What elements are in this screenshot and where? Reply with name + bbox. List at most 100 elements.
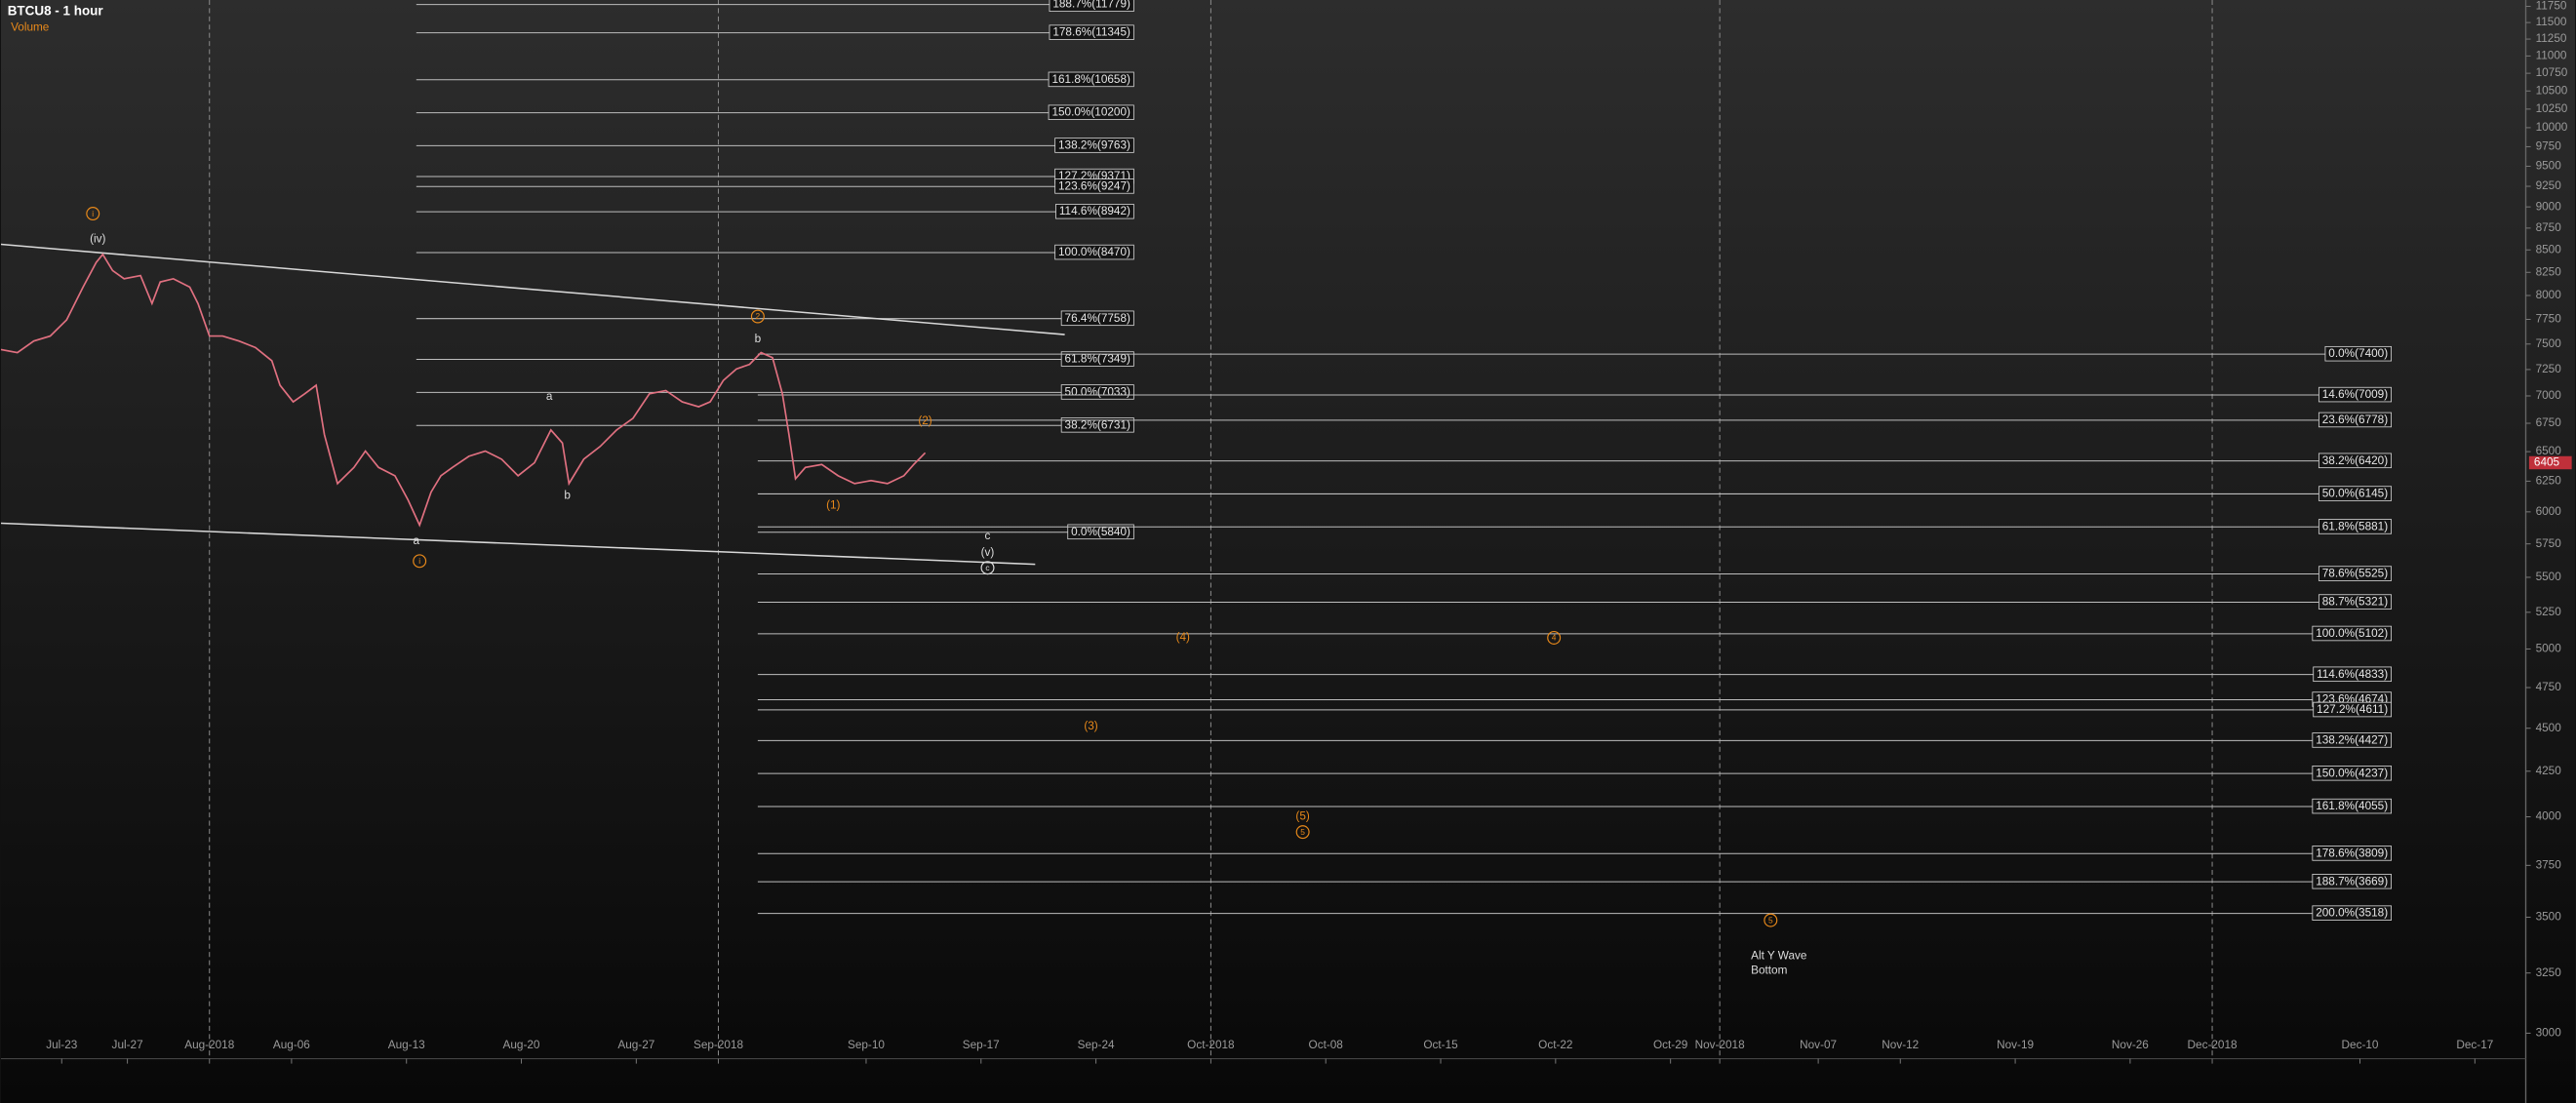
wave-label: (1) <box>826 499 840 512</box>
x-tick-label: Oct-2018 <box>1187 1039 1235 1051</box>
fib-label-box <box>1060 417 1134 433</box>
wave-label: c <box>985 563 989 572</box>
fib-label-box <box>1060 384 1134 400</box>
fib-label: 0.0%(5840) <box>1071 526 1130 538</box>
fib-label-box <box>2318 486 2392 501</box>
wave-circle <box>1764 913 1778 927</box>
wave-label: i <box>418 556 420 566</box>
fib-label-box <box>2318 566 2392 581</box>
x-tick-label: Sep-24 <box>1078 1039 1115 1051</box>
x-tick-label: Nov-12 <box>1882 1039 1919 1051</box>
y-tick-label: 6750 <box>2536 416 2562 429</box>
wave-circle <box>413 554 427 569</box>
fib-label-box <box>2312 874 2392 889</box>
y-tick-label: 3500 <box>2536 911 2562 924</box>
fib-label: 123.6%(9247) <box>1058 179 1130 192</box>
fib-label: 88.7%(5321) <box>2322 596 2388 609</box>
fib-label: 188.7%(3669) <box>2316 875 2388 887</box>
wave-circle <box>1295 825 1310 840</box>
wave-label: b <box>564 489 571 501</box>
chart-title: BTCU8 - 1 hour <box>8 3 104 18</box>
y-tick-label: 5750 <box>2536 537 2562 550</box>
fib-label-box <box>2313 666 2392 683</box>
fib-label-box <box>1060 351 1134 367</box>
fib-label: 127.2%(4611) <box>2317 703 2388 716</box>
wave-label: 2 <box>756 311 761 321</box>
fib-label: 23.6%(6778) <box>2322 414 2388 426</box>
y-tick-label: 9500 <box>2536 160 2562 173</box>
y-tick-label: 10250 <box>2536 102 2568 115</box>
fib-label-box <box>2318 386 2392 403</box>
x-tick-label: Nov-19 <box>1997 1039 2034 1051</box>
wave-circle <box>86 207 100 221</box>
fib-label-box <box>1054 178 1134 194</box>
fib-label: 14.6%(7009) <box>2322 388 2388 401</box>
y-tick-label: 3000 <box>2536 1027 2562 1040</box>
y-tick-label: 5250 <box>2536 606 2562 618</box>
x-tick-label: Nov-07 <box>1800 1039 1837 1051</box>
fib-label-box <box>2312 766 2392 781</box>
fib-label: 100.0%(5102) <box>2316 627 2388 640</box>
y-tick-label: 8000 <box>2536 289 2562 301</box>
x-tick-label: Sep-17 <box>963 1039 1000 1051</box>
y-tick-label: 4000 <box>2536 810 2562 823</box>
fib-label: 38.2%(6420) <box>2322 454 2388 467</box>
x-tick-label: Aug-27 <box>617 1039 654 1051</box>
fib-label: 161.8%(4055) <box>2316 800 2388 812</box>
y-tick-label: 3250 <box>2536 966 2562 979</box>
wave-circle <box>980 561 995 575</box>
fib-label-box <box>1049 24 1134 40</box>
y-tick-label: 9000 <box>2536 200 2562 213</box>
fib-label-box <box>2318 519 2392 534</box>
y-tick-label: 10750 <box>2536 66 2568 79</box>
x-tick-label: Aug-06 <box>273 1039 310 1051</box>
y-tick-label: 9750 <box>2536 140 2562 153</box>
y-tick-label: 11750 <box>2536 0 2567 13</box>
fib-label: 161.8%(10658) <box>1051 73 1130 86</box>
x-tick-label: Oct-22 <box>1538 1039 1572 1051</box>
x-tick-label: Sep-2018 <box>694 1039 743 1051</box>
wave-label: (3) <box>1084 720 1097 732</box>
fib-label-box <box>1054 244 1134 260</box>
y-tick-label: 5500 <box>2536 571 2562 583</box>
x-tick-label: Nov-2018 <box>1695 1039 1745 1051</box>
fib-label: 100.0%(8470) <box>1058 246 1130 258</box>
y-tick-label: 3750 <box>2536 858 2562 871</box>
last-price-tag <box>2528 455 2572 470</box>
fib-label-box <box>2312 846 2392 861</box>
fib-label-box <box>2312 798 2392 814</box>
wave-label: (4) <box>1176 631 1190 644</box>
x-tick-label: Dec-2018 <box>2188 1039 2238 1051</box>
x-tick-label: Aug-13 <box>388 1039 425 1051</box>
trendline <box>0 243 1065 335</box>
fib-label-box <box>1055 203 1134 219</box>
x-tick-label: Nov-26 <box>2112 1039 2149 1051</box>
fib-label: 200.0%(3518) <box>2316 907 2388 920</box>
wave-label: i <box>92 209 94 218</box>
fib-label-box <box>1048 104 1134 121</box>
fib-label: 114.6%(8942) <box>1059 205 1130 217</box>
y-tick-label: 7250 <box>2536 363 2562 375</box>
wave-label: c <box>985 530 991 542</box>
wave-label: Bottom <box>1751 964 1787 976</box>
y-tick-label: 8750 <box>2536 221 2562 234</box>
fib-label: 61.8%(5881) <box>2322 520 2388 532</box>
fib-label-box <box>1054 138 1134 153</box>
fib-label: 188.7%(11779) <box>1052 0 1130 11</box>
fib-label-box <box>2312 732 2392 748</box>
wave-label: 5 <box>1768 915 1773 925</box>
fib-label-box <box>1060 310 1134 327</box>
fib-label-box <box>2324 345 2393 362</box>
fib-label: 138.2%(9763) <box>1058 139 1130 152</box>
fib-label-box <box>2313 701 2392 718</box>
x-tick-label: Oct-08 <box>1309 1039 1344 1051</box>
fib-label: 150.0%(4237) <box>2316 767 2388 779</box>
fib-label-box <box>1067 524 1134 540</box>
fib-label-box <box>2312 625 2392 642</box>
y-tick-label: 10500 <box>2536 84 2568 97</box>
wave-circle <box>750 309 765 324</box>
fib-label: 78.6%(5525) <box>2322 568 2388 580</box>
fib-label: 114.6%(4833) <box>2317 668 2388 681</box>
wave-label: a <box>414 534 420 547</box>
